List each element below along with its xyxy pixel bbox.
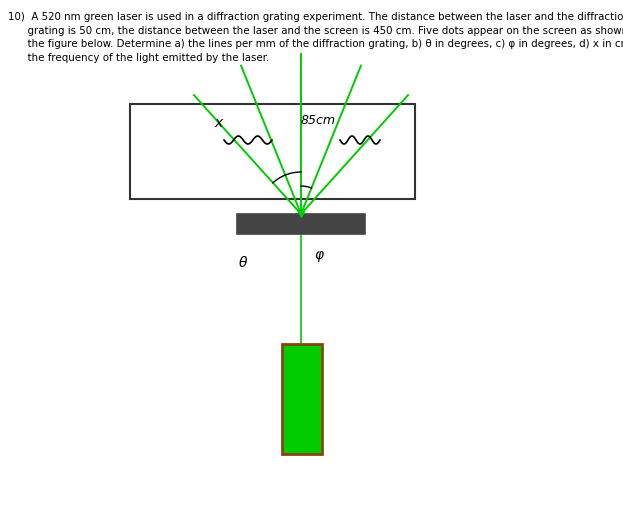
Text: θ: θ (239, 256, 247, 270)
Bar (237, 215, 365, 234)
Bar (282, 344, 322, 454)
Text: the figure below. Determine a) the lines per mm of the diffraction grating, b) θ: the figure below. Determine a) the lines… (8, 39, 623, 49)
Text: φ: φ (315, 247, 323, 262)
Text: the frequency of the light emitted by the laser.: the frequency of the light emitted by th… (8, 53, 269, 63)
Text: 10)  A 520 nm green laser is used in a diffraction grating experiment. The dista: 10) A 520 nm green laser is used in a di… (8, 12, 623, 22)
Text: grating is 50 cm, the distance between the laser and the screen is 450 cm. Five : grating is 50 cm, the distance between t… (8, 25, 623, 35)
Text: 85cm: 85cm (300, 113, 336, 126)
Text: x: x (214, 116, 222, 130)
